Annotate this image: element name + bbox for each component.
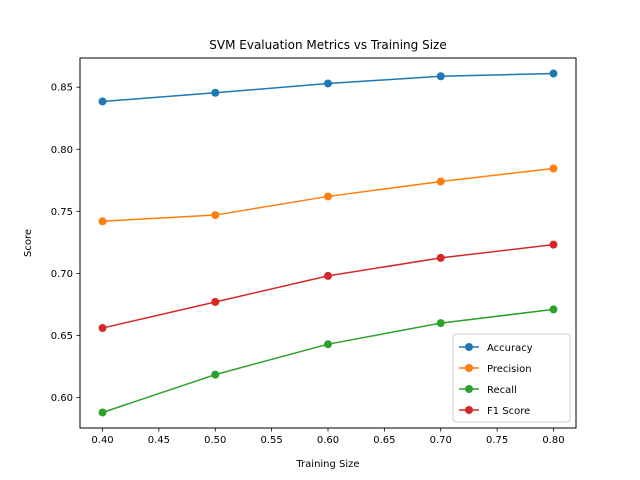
y-axis-label: Score: [23, 229, 34, 257]
x-tick-label: 0.55: [261, 435, 283, 446]
legend-swatch-marker: [465, 364, 473, 372]
legend-label: Accuracy: [487, 343, 533, 354]
data-point-recall: [549, 305, 558, 314]
data-point-f1-score: [436, 253, 445, 262]
data-point-accuracy: [436, 72, 445, 81]
x-tick-label: 0.70: [430, 435, 452, 446]
data-point-accuracy: [549, 69, 558, 78]
x-axis-label: Training Size: [295, 459, 359, 470]
series-precision: [98, 164, 558, 226]
series-line-accuracy: [102, 72, 554, 103]
series-recall: [98, 305, 558, 417]
legend: Accuracy Precision Recall F1 Score: [452, 333, 571, 423]
x-axis: 0.40 0.45 0.50 0.55 0.60 0.65 0.70 0.75 0.80: [91, 428, 565, 446]
data-point-accuracy: [98, 97, 107, 106]
series-f1-score: [98, 240, 558, 333]
data-point-precision: [211, 211, 220, 220]
y-tick-label: 0.65: [51, 331, 73, 342]
data-point-recall: [436, 319, 445, 328]
series-line-f1-score: [102, 243, 554, 329]
data-point-f1-score: [549, 240, 558, 249]
legend-item: Precision: [459, 364, 532, 375]
data-point-accuracy: [211, 88, 220, 97]
data-point-precision: [324, 192, 332, 201]
x-tick-label: 0.80: [542, 435, 564, 446]
data-point-f1-score: [211, 297, 220, 306]
legend-box: [452, 333, 571, 423]
y-tick-label: 0.85: [51, 83, 73, 94]
legend-swatch-marker: [465, 406, 473, 414]
data-point-precision: [436, 177, 445, 186]
legend-item: Accuracy: [459, 343, 533, 354]
series-accuracy: [98, 69, 558, 106]
legend-item: F1 Score: [459, 406, 530, 417]
chart-title: SVM Evaluation Metrics vs Training Size: [209, 38, 446, 52]
legend-item: Recall: [459, 385, 517, 396]
x-tick-label: 0.40: [91, 435, 113, 446]
y-axis: 0.60 0.65 0.70 0.75 0.80 0.85: [51, 83, 80, 404]
data-point-precision: [549, 164, 558, 173]
legend-label: F1 Score: [487, 406, 530, 417]
y-tick-label: 0.70: [51, 269, 73, 280]
legend-swatch-marker: [465, 385, 473, 393]
x-tick-label: 0.60: [317, 435, 339, 446]
data-point-f1-score: [324, 271, 332, 280]
x-tick-label: 0.65: [373, 435, 395, 446]
legend-label: Recall: [487, 385, 517, 396]
data-point-recall: [98, 408, 107, 417]
x-tick-label: 0.75: [486, 435, 508, 446]
y-tick-label: 0.60: [51, 393, 73, 404]
legend-label: Precision: [487, 364, 532, 375]
data-point-precision: [98, 217, 107, 226]
data-point-accuracy: [324, 79, 332, 88]
y-tick-label: 0.75: [51, 207, 73, 218]
data-point-recall: [211, 370, 220, 379]
legend-swatch-marker: [465, 343, 473, 351]
plot-area: [98, 69, 558, 417]
data-point-recall: [324, 340, 332, 349]
x-tick-label: 0.45: [148, 435, 170, 446]
y-tick-label: 0.80: [51, 145, 73, 156]
x-tick-label: 0.50: [204, 435, 226, 446]
data-point-f1-score: [98, 324, 107, 333]
